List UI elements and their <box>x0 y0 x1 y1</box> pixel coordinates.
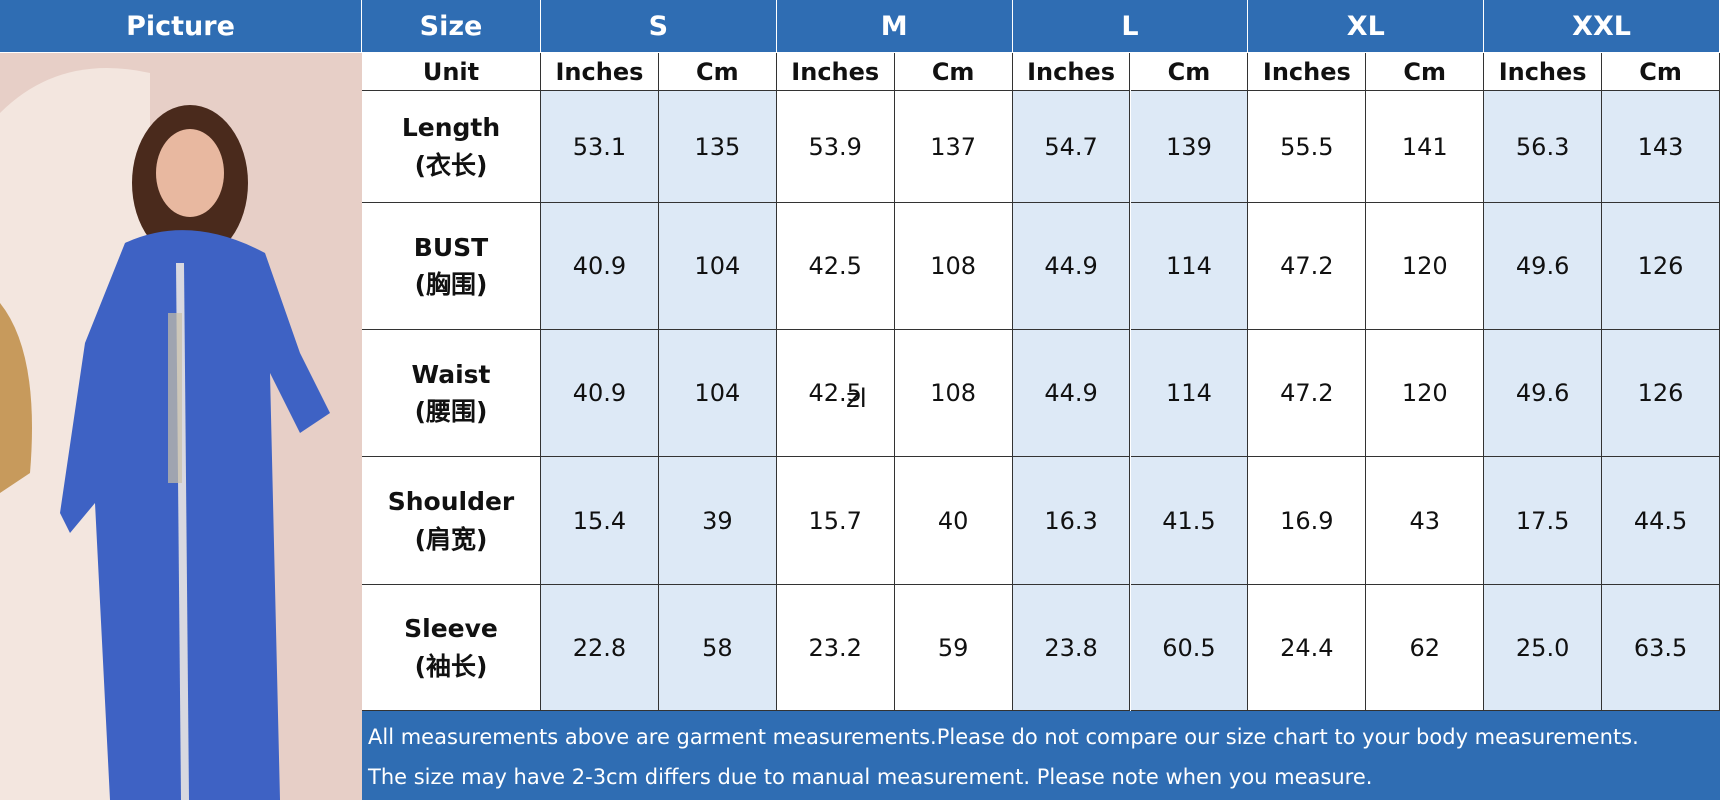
label-text: (腰围) <box>414 397 488 426</box>
label-text: (衣长) <box>414 150 488 180</box>
value: 47.2 <box>1248 203 1367 330</box>
value: 59 <box>894 585 1013 711</box>
measure-label: Sleeve (袖长) <box>362 585 541 711</box>
label-text: Shoulder <box>387 487 515 516</box>
value: 137 <box>894 91 1013 203</box>
value: 143 <box>1602 91 1720 203</box>
size-name: M <box>776 0 1013 53</box>
unit: Inches <box>1484 53 1603 91</box>
value: 120 <box>1366 330 1485 457</box>
value: 44.9 <box>1012 330 1131 457</box>
unit: Inches <box>1012 53 1131 91</box>
value: 16.3 <box>1012 457 1131 585</box>
value: 141 <box>1366 91 1485 203</box>
note: The size may have 2-3cm differs due to m… <box>368 765 1373 789</box>
unit-label: Unit <box>362 53 541 91</box>
value: 40.9 <box>541 330 659 457</box>
value: 53.9 <box>776 91 895 203</box>
value: 40 <box>894 457 1013 585</box>
value: 43 <box>1366 457 1485 585</box>
footer-notes: All measurements above are garment measu… <box>362 711 1720 800</box>
value: 54.7 <box>1012 91 1131 203</box>
note: All measurements above are garment measu… <box>368 725 1639 749</box>
label-text: Sleeve <box>404 614 498 643</box>
value: 49.6 <box>1484 330 1603 457</box>
unit: Cm <box>1366 53 1485 91</box>
size-name: S <box>541 0 777 53</box>
value: 22.8 <box>541 585 659 711</box>
value: 126 <box>1602 203 1720 330</box>
value: 108 <box>894 203 1013 330</box>
product-photo <box>0 53 362 800</box>
label-text: (袖长) <box>414 651 488 681</box>
value: 60.5 <box>1130 585 1249 711</box>
value: 139 <box>1130 91 1249 203</box>
value: 104 <box>658 330 777 457</box>
value: 63.5 <box>1602 585 1720 711</box>
measure-label: Waist (腰围) <box>362 330 541 457</box>
value: 23.8 <box>1012 585 1131 711</box>
value: 58 <box>658 585 777 711</box>
value: 42.5 <box>776 330 895 457</box>
value: 126 <box>1602 330 1720 457</box>
value: 25.0 <box>1484 585 1603 711</box>
value: 135 <box>658 91 777 203</box>
value: 120 <box>1366 203 1485 330</box>
value: 53.1 <box>541 91 659 203</box>
picture-header: Picture <box>0 0 362 53</box>
unit: Cm <box>1130 53 1249 91</box>
measure-label: BUST (胸围) <box>362 203 541 330</box>
value: 42.5 <box>776 203 895 330</box>
size-name: XXL <box>1484 0 1720 53</box>
measure-label: Length (衣长) <box>362 91 541 203</box>
value: 15.4 <box>541 457 659 585</box>
measure-label: Shoulder (肩宽) <box>362 457 541 585</box>
value: 44.5 <box>1602 457 1720 585</box>
unit: Inches <box>541 53 659 91</box>
value: 44.9 <box>1012 203 1131 330</box>
value: 41.5 <box>1130 457 1249 585</box>
value: 15.7 <box>776 457 895 585</box>
value: 49.6 <box>1484 203 1603 330</box>
label-text: Waist <box>411 359 491 389</box>
unit: Cm <box>658 53 777 91</box>
value: 114 <box>1130 330 1249 457</box>
size-name: L <box>1012 0 1249 53</box>
value: 40.9 <box>541 203 659 330</box>
unit: Inches <box>776 53 895 91</box>
label-text: BUST <box>413 232 489 262</box>
stray-text: zl <box>846 384 867 414</box>
value: 17.5 <box>1484 457 1603 585</box>
value: 108 <box>894 330 1013 457</box>
unit: Cm <box>1602 53 1720 91</box>
value: 24.4 <box>1248 585 1367 711</box>
label-text: (肩宽) <box>414 524 488 554</box>
value: 104 <box>658 203 777 330</box>
value: 62 <box>1366 585 1485 711</box>
value: 39 <box>658 457 777 585</box>
value: 23.2 <box>776 585 895 711</box>
value: 56.3 <box>1484 91 1603 203</box>
value: 114 <box>1130 203 1249 330</box>
label-text: Length <box>401 113 501 142</box>
value: 47.2 <box>1248 330 1367 457</box>
value: 55.5 <box>1248 91 1367 203</box>
label-text: (胸围) <box>414 270 488 299</box>
unit: Inches <box>1248 53 1367 91</box>
value: 16.9 <box>1248 457 1367 585</box>
size-name: XL <box>1248 0 1485 53</box>
unit: Cm <box>894 53 1013 91</box>
size-header: Size <box>362 0 541 53</box>
